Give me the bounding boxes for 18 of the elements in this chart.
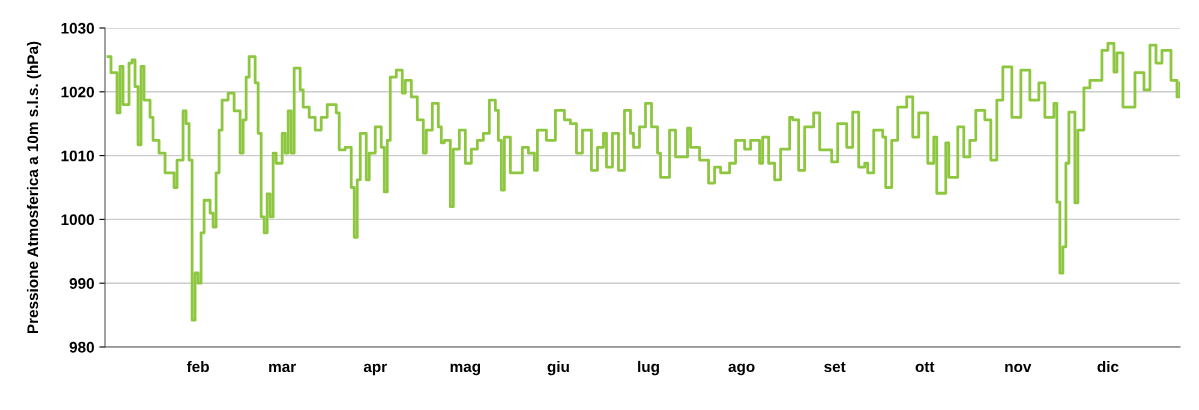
x-tick-label: giu	[547, 360, 569, 376]
x-tick-label: lug	[638, 360, 659, 376]
y-axis-title: Pressione Atmosferica a 10m s.l.s. (hPa)	[26, 41, 42, 334]
y-tick-label: 1020	[61, 86, 94, 98]
y-tick-label: 1030	[61, 22, 94, 34]
y-tick-label: 980	[69, 341, 94, 353]
x-tick-label: apr	[363, 363, 387, 376]
x-tick-label: nov	[1005, 363, 1032, 373]
x-tick-label: dic	[1097, 360, 1119, 373]
x-tick-label: ago	[728, 363, 755, 376]
x-tick-label: ott	[915, 361, 935, 373]
y-tick-label: 1000	[61, 214, 94, 226]
x-tick-label: feb	[186, 360, 209, 373]
x-tick-label: set	[824, 361, 846, 373]
y-tick-label: 990	[69, 278, 94, 289]
y-tick-label: 1010	[61, 150, 94, 162]
x-tick-label: mar	[269, 363, 296, 373]
x-tick-label: mag	[450, 363, 481, 376]
